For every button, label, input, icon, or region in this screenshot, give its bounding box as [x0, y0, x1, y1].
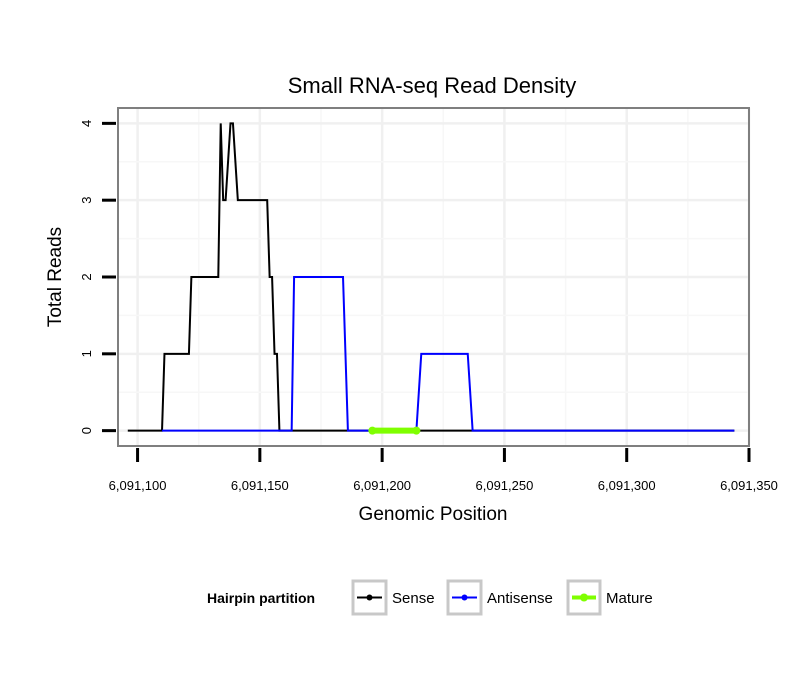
y-tick-label: 0: [79, 427, 94, 434]
mature-point: [368, 426, 377, 435]
mature-point: [412, 426, 421, 435]
y-tick-label: 2: [79, 273, 94, 280]
legend-title: Hairpin partition: [207, 590, 315, 606]
x-tick-label: 6,091,350: [720, 478, 778, 493]
legend: Hairpin partition Sense Antisense Mature: [207, 579, 653, 616]
y-axis-title: Total Reads: [45, 227, 66, 327]
legend-item-mature: Mature: [566, 579, 653, 616]
legend-label: Sense: [392, 590, 435, 607]
y-tick-label: 3: [79, 197, 94, 204]
legend-label: Mature: [606, 590, 653, 607]
legend-item-sense: Sense: [351, 579, 435, 616]
series-layer: [127, 122, 735, 435]
legend-label: Antisense: [487, 590, 553, 607]
legend-key-point: [461, 594, 468, 601]
x-tick-label: 6,091,250: [476, 478, 534, 493]
series-line-sense: [127, 122, 735, 432]
y-tick-label: 1: [79, 350, 94, 357]
plot-panel-border: [117, 107, 750, 447]
x-tick-label: 6,091,150: [231, 478, 289, 493]
x-tick-label: 6,091,200: [353, 478, 411, 493]
legend-key-point: [366, 594, 373, 601]
y-axis: 0 1 2 3 4: [79, 120, 116, 434]
y-tick-label: 4: [79, 120, 94, 127]
x-tick-label: 6,091,300: [598, 478, 656, 493]
chart-title: Small RNA-seq Read Density: [288, 73, 577, 98]
x-tick-label: 6,091,100: [109, 478, 167, 493]
x-axis-title: Genomic Position: [359, 504, 508, 525]
legend-key-point: [580, 593, 588, 602]
legend-item-antisense: Antisense: [446, 579, 553, 616]
x-axis: 6,091,100 6,091,150 6,091,200 6,091,250 6,09…: [109, 448, 778, 493]
